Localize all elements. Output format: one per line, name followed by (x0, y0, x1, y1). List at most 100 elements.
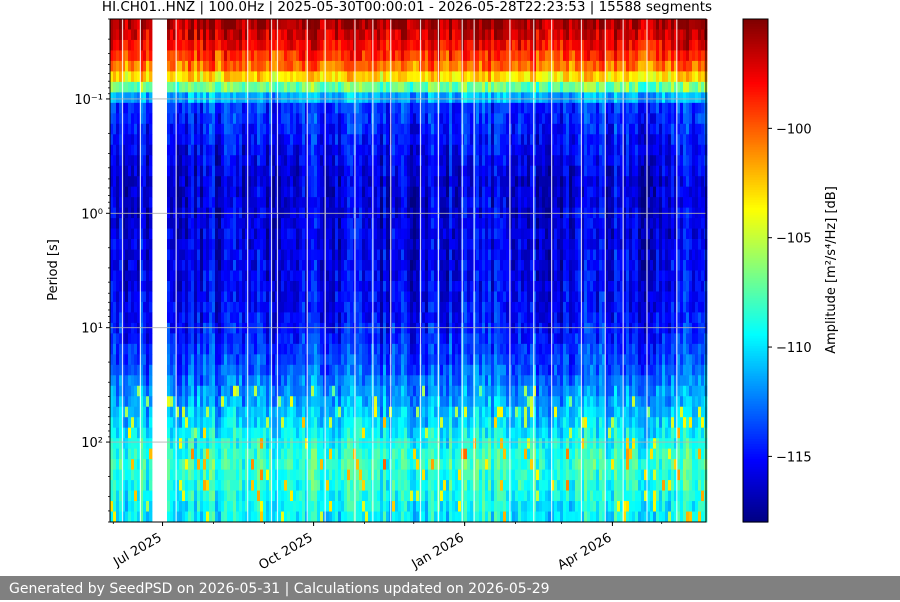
heatmap-cell (365, 71, 369, 83)
heatmap-cell (128, 469, 132, 481)
heatmap-cell (383, 469, 387, 481)
heatmap-cell (374, 417, 378, 429)
heatmap-cell (395, 438, 399, 450)
heatmap-cell (215, 511, 219, 523)
heatmap-cell (254, 511, 258, 523)
heatmap-cell (203, 249, 207, 261)
heatmap-column (278, 19, 282, 523)
heatmap-cell (287, 197, 291, 209)
heatmap-cell (266, 501, 270, 512)
heatmap-cell (134, 71, 138, 83)
heatmap-cell (215, 364, 219, 376)
heatmap-cell (170, 417, 174, 429)
heatmap-cell (179, 228, 183, 240)
heatmap-cell (170, 249, 174, 261)
heatmap-cell (377, 81, 381, 93)
heatmap-cell (410, 406, 414, 418)
heatmap-cell (347, 19, 351, 30)
heatmap-cell (116, 375, 120, 387)
heatmap-cell (278, 218, 282, 229)
heatmap-cell (257, 480, 261, 491)
heatmap-cell (188, 480, 192, 491)
heatmap-cell (257, 291, 261, 303)
heatmap-cell (242, 260, 246, 271)
heatmap-cell (278, 417, 282, 429)
heatmap-cell (347, 490, 351, 502)
heatmap-cell (278, 123, 282, 135)
heatmap-cell (209, 134, 213, 146)
heatmap-cell (392, 134, 396, 146)
heatmap-cell (176, 459, 180, 471)
heatmap-cell (119, 322, 123, 334)
heatmap-cell (254, 60, 258, 72)
heatmap-cell (266, 71, 270, 83)
heatmap-cell (413, 249, 417, 261)
heatmap-cell (356, 322, 360, 334)
heatmap-cell (356, 354, 360, 366)
heatmap-cell (410, 144, 414, 156)
heatmap-cell (332, 144, 336, 156)
heatmap-column (134, 19, 138, 523)
heatmap-cell (242, 228, 246, 240)
heatmap-cell (254, 249, 258, 261)
heatmap-cell (326, 322, 330, 334)
heatmap-cell (350, 39, 354, 51)
heatmap-cell (167, 427, 171, 439)
heatmap-cell (320, 218, 324, 229)
heatmap-cell (344, 333, 348, 345)
heatmap-cell (335, 19, 339, 30)
heatmap-cell (239, 176, 243, 188)
heatmap-cell (359, 343, 363, 355)
heatmap-cell (302, 364, 306, 376)
heatmap-cell (416, 469, 420, 481)
heatmap-cell (110, 186, 114, 198)
heatmap-cell (281, 92, 285, 104)
heatmap-cell (284, 239, 288, 250)
heatmap-cell (260, 39, 264, 51)
heatmap-cell (134, 165, 138, 177)
heatmap-cell (395, 123, 399, 135)
heatmap-cell (245, 280, 249, 292)
heatmap-cell (188, 60, 192, 72)
heatmap-cell (218, 197, 222, 209)
heatmap-cell (368, 123, 372, 135)
heatmap-cell (119, 176, 123, 188)
heatmap-cell (206, 102, 210, 114)
heatmap-cell (122, 60, 126, 72)
heatmap-cell (320, 322, 324, 334)
heatmap-cell (362, 155, 366, 167)
heatmap-cell (140, 511, 144, 523)
heatmap-cell (350, 123, 354, 135)
heatmap-cell (287, 375, 291, 387)
heatmap-cell (407, 280, 411, 292)
heatmap-cell (395, 322, 399, 334)
heatmap-cell (404, 364, 408, 376)
heatmap-cell (206, 375, 210, 387)
heatmap-cell (179, 301, 183, 313)
heatmap-cell (239, 511, 243, 523)
heatmap-cell (221, 511, 225, 523)
heatmap-cell (290, 291, 294, 303)
heatmap-cell (167, 270, 171, 282)
heatmap-cell (410, 92, 414, 104)
heatmap-cell (215, 165, 219, 177)
heatmap-cell (365, 165, 369, 177)
heatmap-cell (218, 228, 222, 240)
heatmap-cell (203, 322, 207, 334)
heatmap-cell (299, 438, 303, 450)
heatmap-cell (182, 301, 186, 313)
heatmap-cell (413, 155, 417, 167)
heatmap-cell (374, 396, 378, 408)
heatmap-cell (203, 123, 207, 135)
heatmap-cell (308, 218, 312, 229)
heatmap-cell (191, 71, 195, 83)
heatmap-cell (308, 459, 312, 471)
heatmap-cell (314, 417, 318, 429)
heatmap-cell (392, 280, 396, 292)
heatmap-column (362, 19, 366, 523)
heatmap-cell (377, 469, 381, 481)
heatmap-cell (347, 39, 351, 51)
heatmap-cell (167, 102, 171, 114)
heatmap-cell (386, 81, 390, 93)
heatmap-cell (428, 123, 432, 135)
